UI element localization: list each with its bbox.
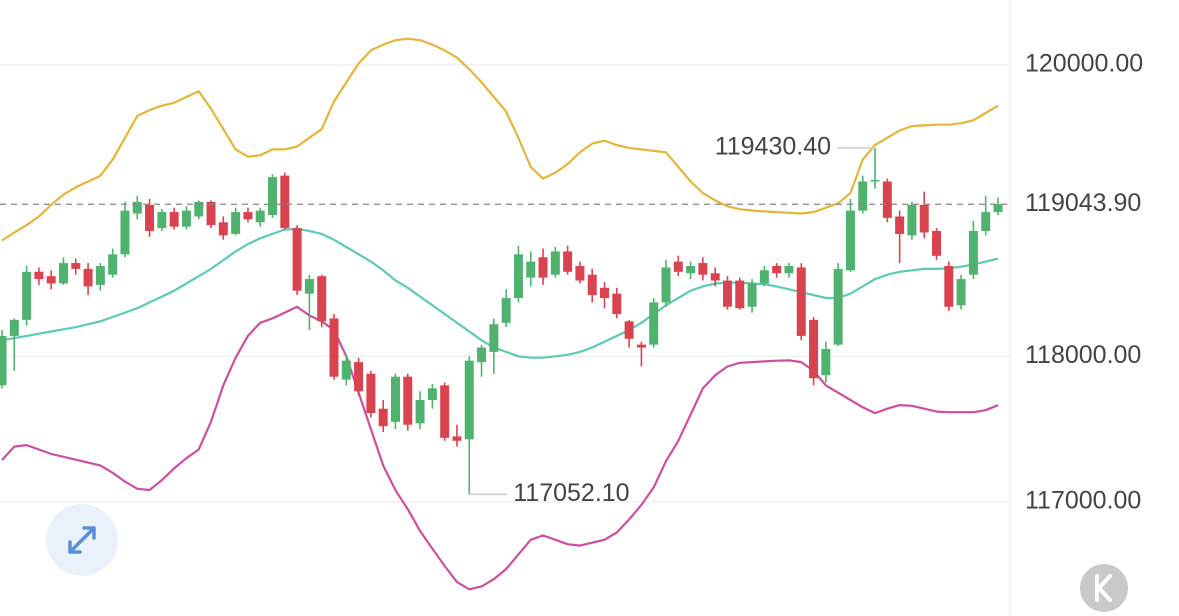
candle-body: [833, 268, 843, 345]
candle-body: [317, 276, 327, 322]
candle-body: [268, 177, 278, 215]
current-price-label: 119043.90: [1025, 189, 1141, 217]
candle-body: [735, 280, 745, 309]
candle-body: [575, 265, 585, 281]
candle-body: [587, 274, 597, 296]
candle-body: [341, 360, 351, 380]
y-tick-label: 118000.00: [1025, 341, 1141, 369]
candle-body: [34, 271, 44, 280]
candle-body: [501, 298, 511, 323]
candle-body: [981, 212, 991, 232]
candle-body: [919, 204, 929, 233]
candle-body: [403, 376, 413, 425]
candle-body: [464, 360, 474, 440]
candle-body: [71, 263, 81, 269]
max-label: 119430.40: [715, 133, 831, 161]
candle-body: [968, 231, 978, 275]
candle-body: [673, 261, 683, 272]
candle-body: [108, 254, 118, 275]
candle-body: [194, 201, 204, 217]
candle-body: [218, 222, 228, 236]
candle-body: [710, 273, 720, 281]
candle-body: [46, 276, 56, 284]
candle-body: [22, 271, 32, 320]
candle-body: [95, 265, 105, 285]
candle-body: [845, 210, 855, 271]
candle-body: [686, 265, 696, 274]
candle-body: [538, 257, 548, 278]
candle-body: [858, 181, 868, 211]
candle-body: [9, 319, 19, 336]
candle-body: [280, 175, 290, 229]
expand-icon[interactable]: [68, 526, 96, 554]
candle-body: [993, 204, 1003, 213]
candle-body: [452, 436, 462, 441]
band-line: [1, 227, 999, 359]
candle-body: [0, 335, 7, 386]
band-line: [1, 305, 999, 591]
candle-body: [796, 267, 806, 336]
candle-body: [563, 251, 573, 272]
candle-body: [612, 293, 622, 315]
expand-button[interactable]: [46, 504, 118, 576]
candle-body: [58, 263, 68, 284]
candle-body: [304, 279, 314, 294]
candle-body: [944, 265, 954, 307]
candle-body: [243, 212, 253, 220]
candle-body: [784, 265, 794, 274]
candle-body: [882, 181, 892, 218]
candle-body: [132, 201, 142, 214]
candle-body: [624, 321, 634, 339]
k-button[interactable]: [1080, 564, 1128, 612]
y-tick-label: 120000.00: [1025, 50, 1143, 78]
candle-body: [772, 265, 782, 274]
candle-body: [354, 362, 364, 392]
candle-body: [390, 376, 400, 422]
candle-body: [932, 231, 942, 256]
candle-body: [415, 399, 425, 424]
plot: 117000.00 118000.00 120000.00 119043.90 1194…: [0, 37, 1143, 591]
candle-body: [513, 254, 523, 299]
candle-body: [231, 212, 241, 234]
k-button-bg[interactable]: [1080, 564, 1128, 612]
candle-body: [600, 287, 610, 299]
candle-body: [440, 385, 450, 438]
candle-body: [157, 212, 167, 229]
candle-body: [698, 263, 708, 275]
candle-body: [636, 344, 646, 348]
candle-body: [366, 373, 376, 414]
candle-body: [759, 270, 769, 284]
candle-body: [895, 216, 905, 234]
candle-body: [907, 204, 917, 236]
candle-body: [83, 268, 93, 287]
candle-body: [870, 180, 880, 182]
y-tick-label: 117000.00: [1025, 487, 1141, 515]
band-line: [1, 37, 999, 242]
candle-body: [661, 267, 671, 303]
candle-body: [292, 228, 302, 291]
candle-body: [809, 319, 819, 379]
candle-body: [427, 388, 437, 400]
candle-body: [526, 261, 536, 278]
candle-body: [747, 283, 757, 307]
candle-body: [145, 204, 155, 232]
min-label: 117052.10: [513, 479, 629, 507]
candle-body: [329, 318, 339, 377]
candle-body: [550, 251, 560, 275]
candle-body: [649, 302, 659, 345]
candle-body: [169, 212, 179, 227]
candle-body: [181, 210, 191, 227]
candle-body: [477, 347, 487, 363]
candle-body: [956, 279, 966, 306]
candle-body: [489, 324, 499, 352]
candle-body: [206, 201, 216, 226]
k-icon[interactable]: [1095, 574, 1112, 602]
candle-body: [120, 210, 130, 255]
candle-body: [378, 408, 388, 427]
candle-body: [821, 349, 831, 376]
candle-body: [255, 210, 265, 223]
candle-body: [722, 280, 732, 307]
